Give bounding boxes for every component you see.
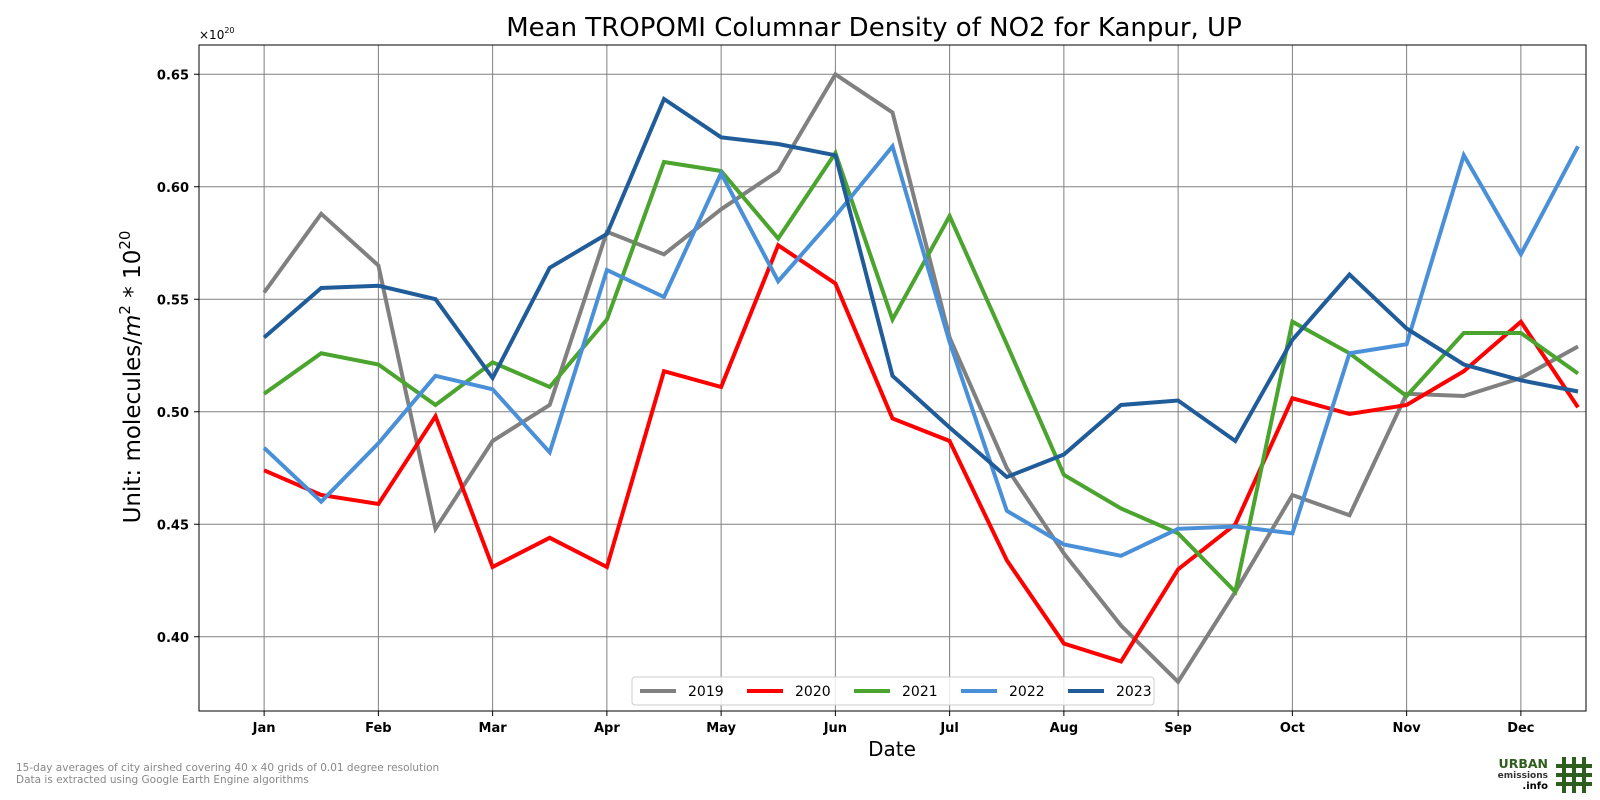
y-axis-label-exp1: 2 [116, 305, 134, 315]
series-line-2021 [262, 148, 1580, 596]
x-tick-label: Jan [252, 721, 276, 736]
x-tick-label: Dec [1507, 721, 1534, 736]
series-line-2020 [263, 242, 1580, 664]
legend-box [631, 676, 1155, 706]
series-lines [262, 71, 1580, 685]
y-axis-label-main: Unit: molecules/ [120, 337, 146, 524]
x-tick-label: Aug [1050, 721, 1079, 736]
logo-text-emissions: emissions [1497, 771, 1548, 781]
series-line-2023 [262, 95, 1579, 480]
y-tick-label: 0.55 [157, 293, 189, 308]
y-axis-label-mid: * 10 [120, 250, 146, 305]
x-tick-label: Oct [1280, 721, 1305, 736]
x-tick-label: Apr [594, 721, 620, 736]
legend-label-2021: 2021 [902, 684, 938, 700]
x-tick-label: May [706, 721, 736, 736]
x-tick-label: Feb [365, 721, 391, 736]
axis-offset-base: ×10 [199, 28, 224, 42]
x-tick-label: Nov [1392, 721, 1421, 736]
y-axis-label-exp2: 20 [116, 231, 134, 250]
footnote-line-2: Data is extracted using Google Earth Eng… [16, 774, 309, 786]
axis-offset-label: ×1020 [199, 26, 235, 42]
axis-offset-exp: 20 [224, 26, 234, 35]
legend-label-2020: 2020 [795, 684, 831, 700]
x-tick-label: Jul [939, 721, 959, 736]
x-tick-label: Jun [823, 721, 847, 736]
y-tick-label: 0.65 [157, 68, 189, 83]
series-line-2019 [262, 71, 1579, 685]
legend-label-2022: 2022 [1009, 684, 1045, 700]
x-tick-label: Mar [479, 721, 508, 736]
axis-ticks: 0.40 0.45 0.50 0.55 0.60 0.65 Jan Feb Mar Apr May J… [157, 68, 1535, 736]
legend: 2019 2020 2021 2022 2023 [631, 676, 1155, 706]
chart-title: Mean TROPOMI Columnar Density of NO2 for… [506, 13, 1242, 43]
y-axis-label-m: m [120, 315, 146, 337]
grid-logo-icon [1556, 757, 1592, 793]
legend-label-2023: 2023 [1116, 684, 1152, 700]
y-tick-label: 0.60 [157, 181, 189, 196]
urban-emissions-logo: URBAN emissions .info [1494, 756, 1594, 794]
y-tick-label: 0.40 [157, 631, 189, 646]
x-tick-label: Sep [1164, 721, 1192, 736]
plot-area [198, 44, 1587, 712]
logo-text-urban: URBAN [1498, 756, 1548, 771]
y-axis-label: Unit: molecules/m2 * 1020 [116, 231, 146, 524]
x-axis-label: Date [868, 737, 916, 761]
y-tick-label: 0.50 [157, 406, 189, 421]
legend-label-2019: 2019 [688, 684, 724, 700]
logo-text-info: .info [1522, 781, 1548, 792]
series-line-2022 [262, 142, 1580, 558]
footnote-line-1: 15-day averages of city airshed covering… [16, 762, 440, 774]
y-tick-label: 0.45 [157, 518, 189, 533]
